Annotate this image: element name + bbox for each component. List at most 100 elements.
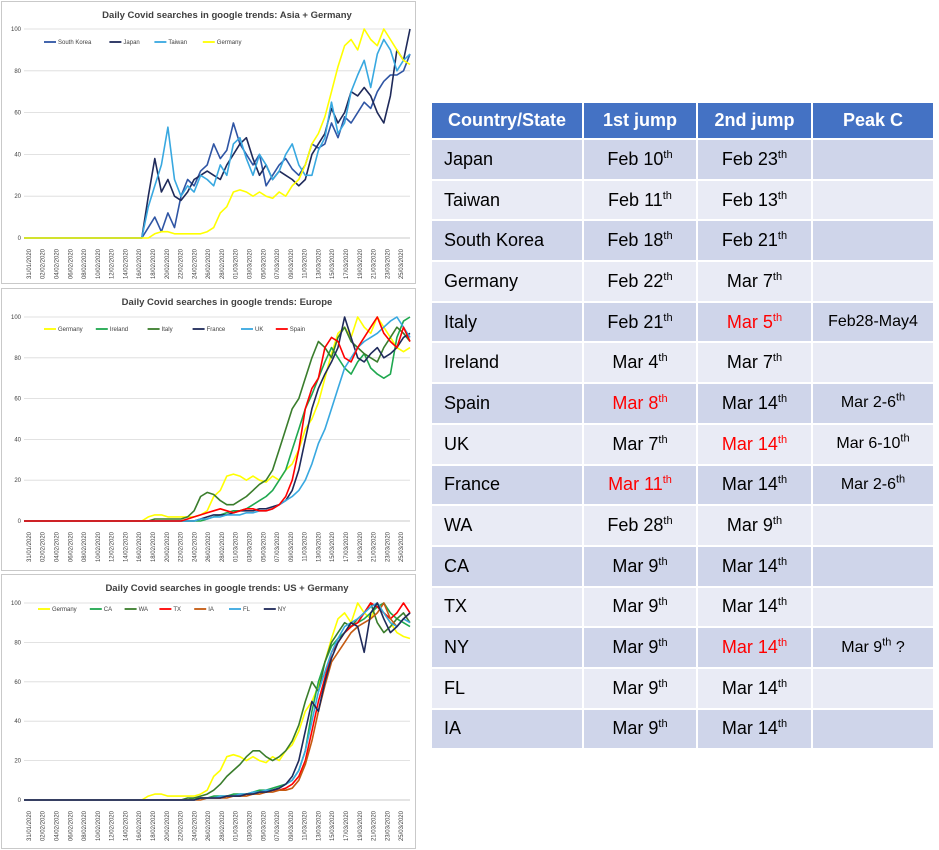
second-jump-date: Feb 21: [721, 230, 778, 251]
first-jump-cell: Mar 8th: [584, 384, 696, 423]
x-tick-label: 28/02/2020: [220, 531, 226, 562]
second-jump-date: Mar 14: [721, 718, 778, 739]
second-jump-date: Mar 14: [721, 474, 778, 495]
chart-europe-svg: Daily Covid searches in google trends: E…: [11, 297, 411, 562]
x-tick-label: 16/02/2020: [137, 531, 143, 562]
second-jump-cell: Mar 5th: [698, 302, 811, 342]
y-tick-label: 60: [14, 111, 21, 117]
x-tick-label: 21/03/2020: [372, 248, 378, 279]
country-name: CA: [444, 555, 470, 576]
x-tick-label: 20/02/2020: [165, 531, 171, 562]
peak-cell: [813, 587, 933, 627]
second-jump-cell: Mar 7th: [698, 262, 811, 301]
series-line-germany: [24, 316, 411, 522]
y-tick-label: 80: [14, 640, 21, 646]
peak-cell: [813, 343, 933, 383]
first-jump-suffix: th: [663, 230, 673, 243]
x-tick-label: 08/02/2020: [82, 531, 88, 562]
x-tick-label: 18/02/2020: [151, 531, 157, 562]
first-jump-suffix: th: [658, 637, 668, 650]
chart-asia-germany-svg: Daily Covid searches in google trends: A…: [11, 10, 411, 279]
x-tick-label: 19/03/2020: [358, 248, 364, 279]
second-jump-date: Mar 14: [721, 433, 778, 454]
first-jump-cell: Feb 11th: [584, 180, 696, 220]
table-row: Germany Feb 22th Mar 7th: [432, 262, 933, 301]
x-tick-label: 20/02/2020: [165, 248, 171, 279]
country-name: Italy: [444, 311, 478, 332]
first-jump-date: Feb 28: [607, 515, 664, 536]
x-tick-label: 08/02/2020: [82, 248, 88, 279]
x-tick-label: 28/02/2020: [220, 248, 226, 279]
y-tick-label: 20: [14, 759, 21, 765]
first-jump-suffix: th: [662, 474, 672, 487]
x-tick-label: 11/03/2020: [303, 248, 309, 278]
first-jump-date: Mar 9: [612, 718, 659, 739]
country-name: Ireland: [444, 352, 500, 373]
x-tick-label: 12/02/2020: [110, 531, 116, 562]
y-tick-label: 20: [14, 478, 21, 484]
x-tick-label: 22/02/2020: [179, 531, 185, 562]
second-jump-suffix: th: [777, 148, 788, 161]
legend-label: WA: [139, 607, 148, 613]
first-jump-suffix: th: [663, 311, 673, 324]
x-tick-label: 03/03/2020: [247, 531, 253, 562]
x-tick-label: 13/03/2020: [316, 810, 322, 841]
table-row: FL Mar 9th Mar 14th: [432, 668, 933, 708]
country-name: Spain: [444, 392, 491, 413]
x-tick-label: 05/03/2020: [261, 531, 267, 562]
series-line-germany: [24, 28, 411, 239]
series-line-ireland: [24, 316, 411, 522]
country-cell: Japan: [432, 140, 582, 179]
series-line-france: [24, 316, 411, 522]
second-jump-date: Mar 14: [721, 677, 778, 698]
chart-title: Daily Covid searches in google trends: A…: [102, 10, 352, 21]
first-jump-date: Feb 21: [607, 311, 664, 332]
second-jump-suffix: th: [777, 433, 788, 446]
x-tick-label: 15/03/2020: [330, 248, 336, 279]
table-row: Japan Feb 10th Feb 23th: [432, 140, 933, 179]
second-jump-cell: Mar 14th: [698, 628, 811, 667]
x-tick-label: 04/02/2020: [54, 531, 60, 562]
country-cell: Taiwan: [432, 180, 582, 220]
legend-label: Germany: [58, 327, 83, 333]
country-cell: CA: [432, 546, 582, 586]
second-jump-cell: Mar 7th: [698, 343, 811, 383]
x-tick-label: 07/03/2020: [275, 248, 281, 279]
x-tick-label: 20/02/2020: [165, 810, 171, 841]
first-jump-cell: Feb 18th: [584, 221, 696, 261]
first-jump-suffix: th: [658, 555, 668, 568]
peak-suffix: th: [882, 636, 892, 649]
country-name: Germany: [444, 270, 519, 291]
x-tick-label: 06/02/2020: [68, 531, 74, 562]
x-tick-label: 23/03/2020: [385, 248, 391, 279]
peak-cell: [813, 180, 933, 220]
first-jump-date: Mar 9: [612, 637, 659, 658]
first-jump-cell: Feb 28th: [584, 506, 696, 545]
x-tick-label: 14/02/2020: [123, 531, 129, 562]
x-tick-label: 25/03/2020: [399, 248, 405, 279]
country-cell: Italy: [432, 302, 582, 342]
first-jump-cell: Mar 4th: [584, 343, 696, 383]
country-cell: Ireland: [432, 343, 582, 383]
x-tick-label: 26/02/2020: [206, 248, 212, 279]
peak-cell: Mar 2-6th: [813, 465, 933, 505]
series-line-ia: [24, 602, 411, 801]
peak-cell: Mar 9th ?: [813, 628, 933, 667]
x-tick-label: 03/03/2020: [247, 248, 253, 279]
country-name: Japan: [444, 148, 494, 169]
x-tick-label: 02/02/2020: [41, 248, 47, 279]
x-tick-label: 05/03/2020: [261, 248, 267, 279]
series-line-spain: [24, 316, 411, 522]
legend-label: South Korea: [58, 40, 92, 46]
second-jump-date: Feb 13: [721, 189, 778, 210]
legend-label: France: [207, 327, 226, 333]
second-jump-suffix: th: [777, 392, 788, 405]
series-line-ny: [24, 602, 411, 801]
second-jump-cell: Mar 14th: [698, 465, 811, 505]
x-tick-label: 18/02/2020: [151, 248, 157, 279]
x-tick-label: 11/03/2020: [303, 531, 309, 561]
peak-cell: [813, 262, 933, 301]
first-jump-suffix: th: [663, 148, 673, 161]
peak-cell: [813, 506, 933, 545]
y-tick-label: 100: [11, 315, 22, 321]
